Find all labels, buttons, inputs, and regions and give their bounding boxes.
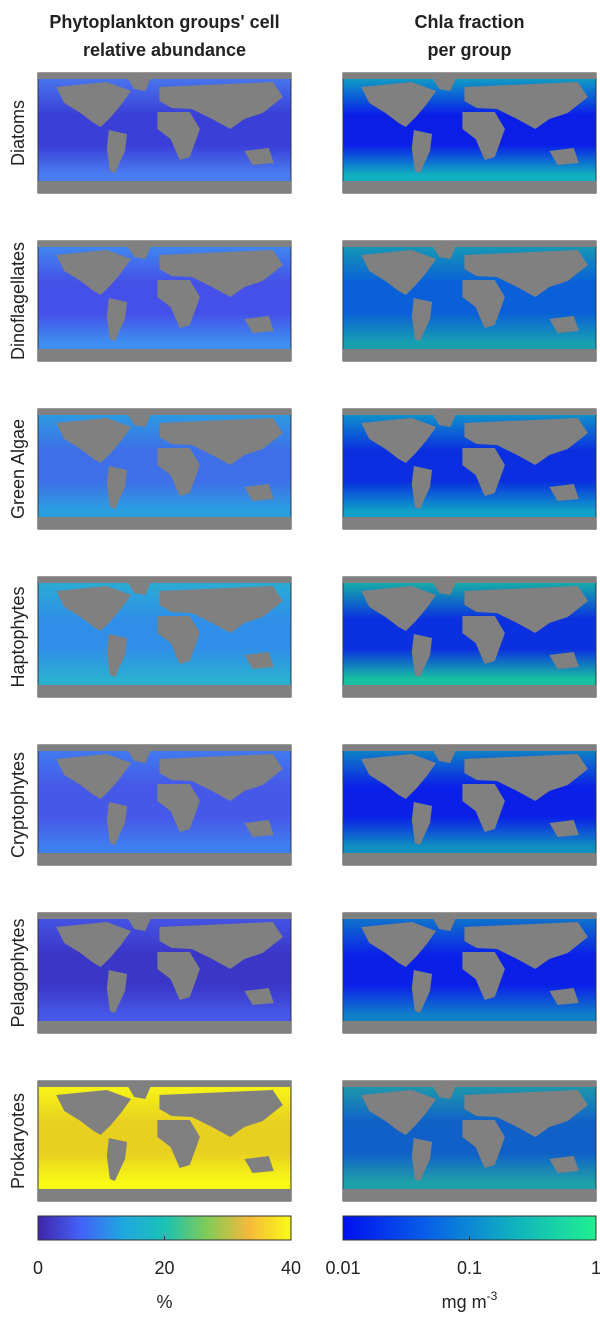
unit-superscript: -3: [487, 1289, 498, 1303]
row-label: Diatoms: [8, 100, 28, 166]
column-title: Phytoplankton groups' cell: [49, 12, 279, 32]
colorbar-tick-label: 20: [154, 1258, 174, 1278]
row-label: Green Algae: [8, 419, 28, 519]
column-title: relative abundance: [83, 40, 246, 60]
colorbar-tick-label: 0: [33, 1258, 43, 1278]
figure: Phytoplankton groups' cell relative abund…: [0, 0, 600, 1316]
unit-text: mg m: [442, 1292, 487, 1312]
colorbar-unit: mg m-3: [442, 1289, 498, 1312]
unit-text: %: [156, 1292, 172, 1312]
row-label: Prokaryotes: [8, 1093, 28, 1189]
colorbar-tick-label: 40: [281, 1258, 301, 1278]
colorbar-unit: %: [156, 1292, 172, 1312]
colorbar-tick-label: 0.1: [457, 1258, 482, 1278]
colorbar-tick-label: 0.01: [325, 1258, 360, 1278]
colorbar-tick-label: 1: [591, 1258, 600, 1278]
row-label: Pelagophytes: [8, 918, 28, 1027]
row-label: Cryptophytes: [8, 752, 28, 858]
column-title: Chla fraction: [414, 12, 524, 32]
column-title: per group: [428, 40, 512, 60]
row-label: Haptophytes: [8, 586, 28, 687]
row-label: Dinoflagellates: [8, 242, 28, 360]
